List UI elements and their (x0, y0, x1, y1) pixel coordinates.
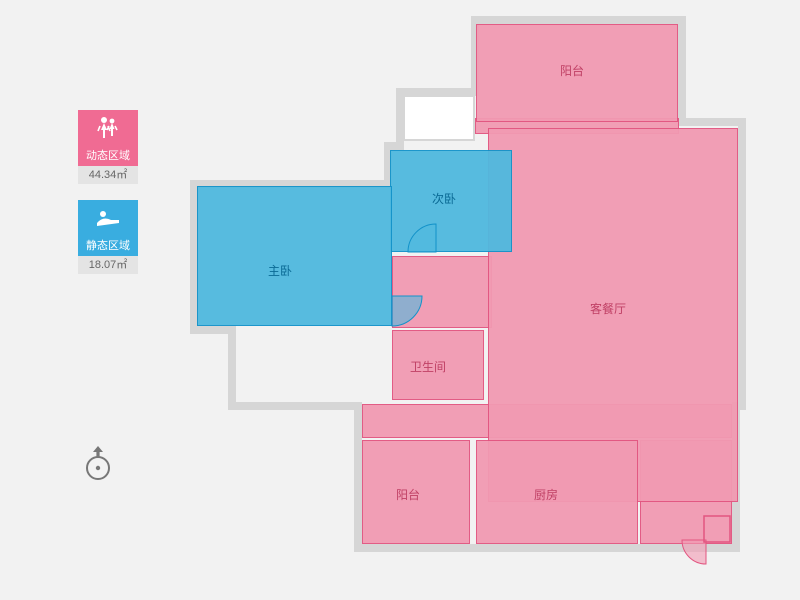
room-second-bed (390, 150, 512, 252)
room-master-bed (197, 186, 392, 326)
legend-dynamic-icon (78, 110, 138, 146)
room-balcony-bottom (362, 440, 470, 544)
legend-dynamic: 动态区域 44.34㎡ (78, 110, 138, 184)
legend-static-title: 静态区域 (78, 236, 138, 256)
legend-dynamic-value: 44.34㎡ (78, 166, 138, 184)
legend-static: 静态区域 18.07㎡ (78, 200, 138, 274)
opening (403, 95, 475, 141)
legend-dynamic-title: 动态区域 (78, 146, 138, 166)
room-balcony-top (476, 24, 678, 122)
legend-static-icon (78, 200, 138, 236)
legend-static-value: 18.07㎡ (78, 256, 138, 274)
room-kitchen (476, 440, 638, 544)
room-bathroom (392, 330, 484, 400)
compass-icon (81, 444, 115, 484)
fill-front-hall (392, 256, 492, 328)
floorplan-canvas: 阳台客餐厅次卧主卧卫生间阳台厨房 动态区域 44.34㎡ (0, 0, 800, 600)
